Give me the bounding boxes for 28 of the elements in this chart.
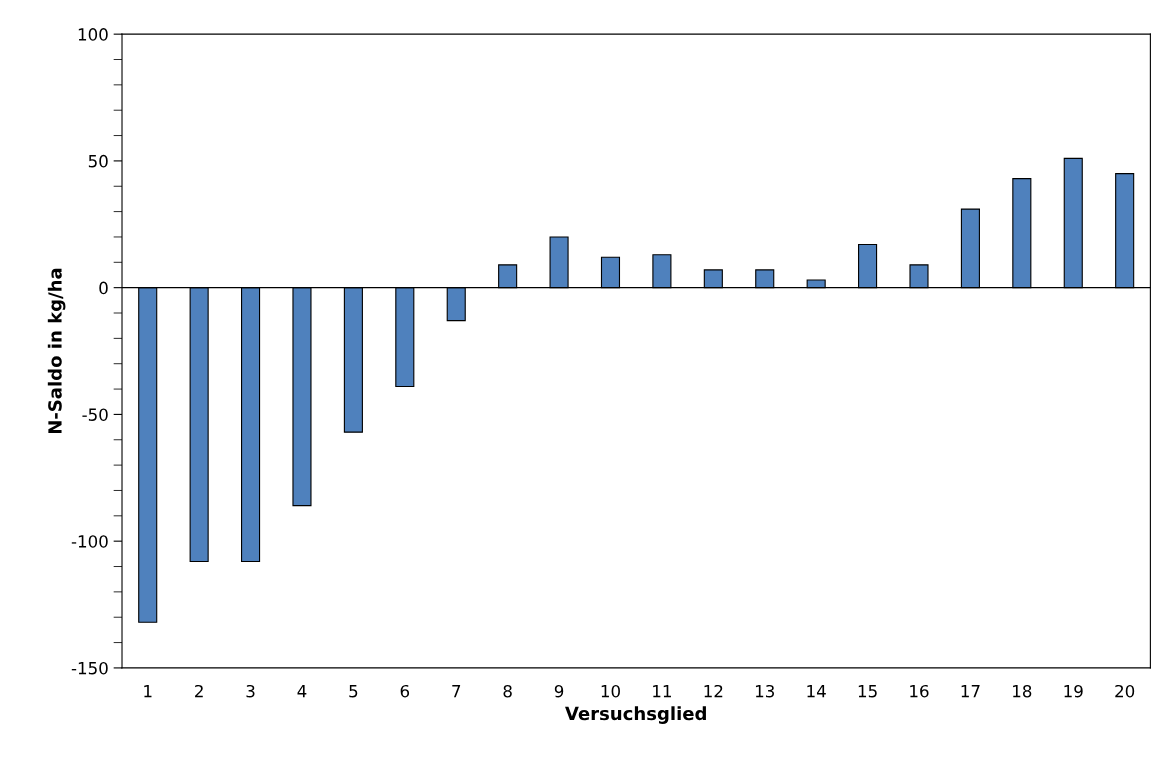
x-tick-label: 15 xyxy=(858,685,877,698)
x-tick-label: 20 xyxy=(1115,684,1135,698)
x-tick-label: 18 xyxy=(1013,684,1032,698)
x-tick-label: 10 xyxy=(601,684,620,698)
x-tick-label: 5 xyxy=(349,685,358,698)
x-tick-label: 14 xyxy=(807,685,826,698)
x-tick-label: 4 xyxy=(297,685,307,698)
y-axis-title: N-Saldo in kg/ha xyxy=(47,268,66,434)
y-tick-label: -100 xyxy=(71,535,108,548)
y-tick-label: -50 xyxy=(82,408,108,421)
x-tick-label: 16 xyxy=(910,684,929,698)
y-tick-label: -150 xyxy=(71,661,108,675)
x-tick-label: 17 xyxy=(961,685,980,698)
y-tick-label: 0 xyxy=(99,281,108,295)
x-tick-label: 8 xyxy=(503,684,512,698)
x-tick-label: 13 xyxy=(755,684,775,698)
x-tick-label: 6 xyxy=(400,684,410,698)
x-tick-label: 19 xyxy=(1064,684,1083,698)
x-tick-label: 3 xyxy=(246,684,255,698)
x-tick-label: 9 xyxy=(554,684,564,698)
x-tick-label: 1 xyxy=(144,685,152,698)
x-tick-label: 7 xyxy=(452,685,461,698)
x-tick-label: 12 xyxy=(704,684,723,698)
y-tick-label: 100 xyxy=(78,28,108,41)
y-tick-label: 50 xyxy=(88,154,108,168)
x-tick-label: 2 xyxy=(195,684,203,698)
x-axis-title: Versuchsglied xyxy=(565,706,706,724)
x-tick-label: 11 xyxy=(653,685,671,698)
